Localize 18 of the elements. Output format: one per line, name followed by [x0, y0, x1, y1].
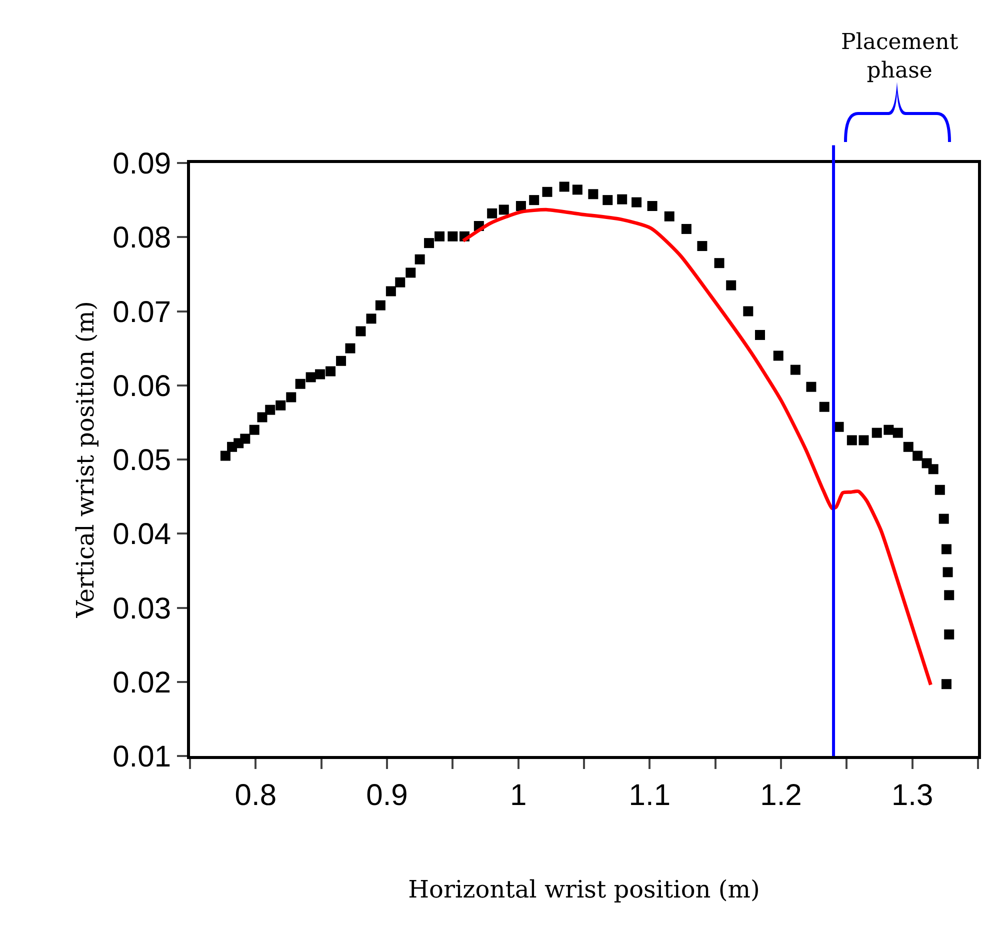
y-tick-label: 0.05	[112, 444, 171, 477]
x-tick-label: 1.3	[891, 779, 934, 812]
x-tick-label: 0.9	[366, 779, 408, 812]
y-tick-label: 0.09	[112, 148, 171, 180]
x-axis-title: Horizontal wrist position (m)	[408, 875, 760, 904]
x-tick-label: 1.1	[628, 779, 671, 812]
y-tick-label: 0.02	[112, 666, 171, 700]
x-tick-label: 1	[510, 779, 527, 812]
y-axis-title: Vertical wrist position (m)	[72, 301, 100, 619]
x-tick-label: 1.2	[760, 779, 802, 812]
text: Placement phase	[841, 30, 958, 84]
y-tick-label: 0.06	[112, 370, 171, 403]
y-tick-label: 0.07	[112, 296, 171, 329]
y-tick-label: 0.04	[112, 518, 171, 552]
y-tick-label: 0.01	[112, 740, 171, 774]
y-tick-label: 0.08	[112, 222, 171, 255]
x-tick-label: 0.8	[234, 779, 277, 812]
y-tick-label: 0.03	[112, 592, 171, 626]
